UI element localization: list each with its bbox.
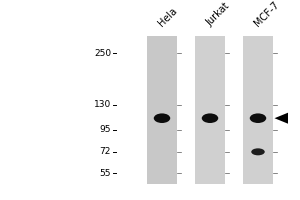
Polygon shape xyxy=(274,113,288,124)
Bar xyxy=(147,36,177,184)
Ellipse shape xyxy=(251,148,265,155)
Ellipse shape xyxy=(250,113,266,123)
Bar xyxy=(243,36,273,184)
Text: Jurkat: Jurkat xyxy=(204,1,232,28)
Bar xyxy=(195,36,225,184)
Text: 72: 72 xyxy=(100,147,111,156)
Ellipse shape xyxy=(202,113,218,123)
Ellipse shape xyxy=(154,113,170,123)
Text: MCF-7: MCF-7 xyxy=(252,0,281,28)
Text: Hela: Hela xyxy=(156,5,179,28)
Text: 95: 95 xyxy=(100,125,111,134)
Text: 55: 55 xyxy=(100,169,111,178)
Text: 130: 130 xyxy=(94,100,111,109)
Text: 250: 250 xyxy=(94,49,111,58)
